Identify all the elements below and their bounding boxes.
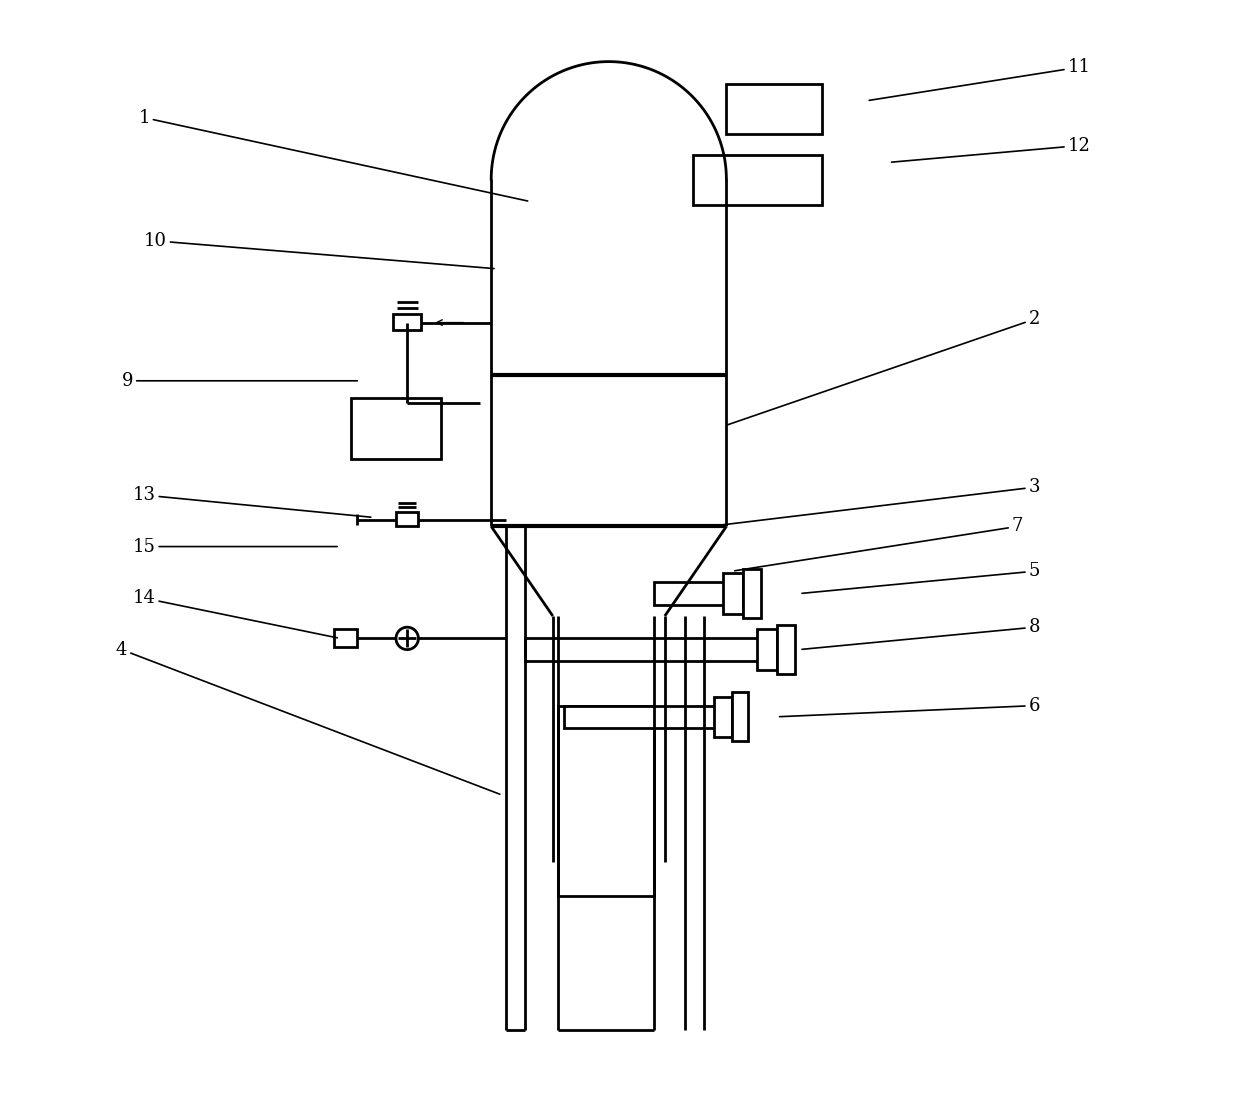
Bar	[335, 629, 357, 647]
Bar	[693, 155, 822, 205]
Bar	[351, 398, 440, 459]
Text: 3: 3	[712, 478, 1040, 526]
Text: 5: 5	[802, 562, 1040, 594]
Bar	[743, 569, 761, 618]
Text: 2: 2	[728, 310, 1040, 424]
Bar	[727, 84, 822, 134]
Bar	[714, 697, 732, 737]
Text: 13: 13	[133, 486, 371, 517]
Bar	[756, 629, 776, 670]
Text: 4: 4	[115, 641, 500, 794]
Bar	[732, 692, 748, 741]
Bar	[564, 706, 732, 728]
Bar	[776, 625, 795, 674]
Bar	[525, 638, 776, 661]
Text: 9: 9	[122, 372, 357, 390]
Text: 10: 10	[144, 232, 494, 269]
Bar	[723, 573, 743, 614]
Bar	[396, 512, 418, 526]
Text: 7: 7	[735, 517, 1023, 571]
Text: 1: 1	[138, 109, 528, 200]
Bar	[653, 582, 743, 605]
Text: 8: 8	[802, 618, 1040, 650]
Text: 15: 15	[133, 538, 337, 556]
Text: 6: 6	[780, 697, 1040, 717]
Text: 11: 11	[869, 58, 1091, 101]
Bar	[558, 706, 653, 896]
Text: 14: 14	[133, 589, 337, 638]
Text: 12: 12	[892, 137, 1091, 162]
Bar	[393, 314, 422, 330]
